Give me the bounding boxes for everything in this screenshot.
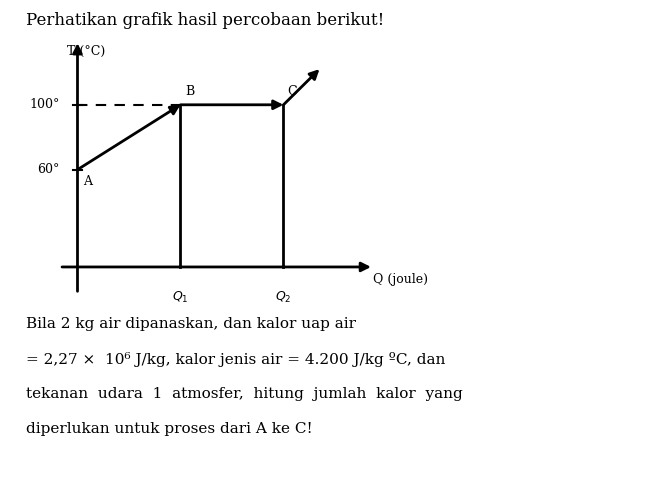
Text: Bila 2 kg air dipanaskan, dan kalor uap air: Bila 2 kg air dipanaskan, dan kalor uap … xyxy=(26,317,356,331)
Text: B: B xyxy=(185,85,195,98)
Text: 60°: 60° xyxy=(37,163,60,176)
Text: C: C xyxy=(288,85,297,98)
Text: Q (joule): Q (joule) xyxy=(373,273,428,286)
Text: $Q_1$: $Q_1$ xyxy=(172,289,189,305)
Text: A: A xyxy=(83,175,92,188)
Text: = 2,27 ×  10⁶ J/kg, kalor jenis air = 4.200 J/kg ºC, dan: = 2,27 × 10⁶ J/kg, kalor jenis air = 4.2… xyxy=(26,352,445,367)
Text: diperlukan untuk proses dari A ke C!: diperlukan untuk proses dari A ke C! xyxy=(26,422,313,436)
Text: Perhatikan grafik hasil percobaan berikut!: Perhatikan grafik hasil percobaan beriku… xyxy=(26,12,384,29)
Text: $Q_2$: $Q_2$ xyxy=(275,289,291,305)
Text: tekanan  udara  1  atmosfer,  hitung  jumlah  kalor  yang: tekanan udara 1 atmosfer, hitung jumlah … xyxy=(26,387,463,401)
Text: 100°: 100° xyxy=(29,98,60,111)
Text: T (°C): T (°C) xyxy=(67,45,105,58)
